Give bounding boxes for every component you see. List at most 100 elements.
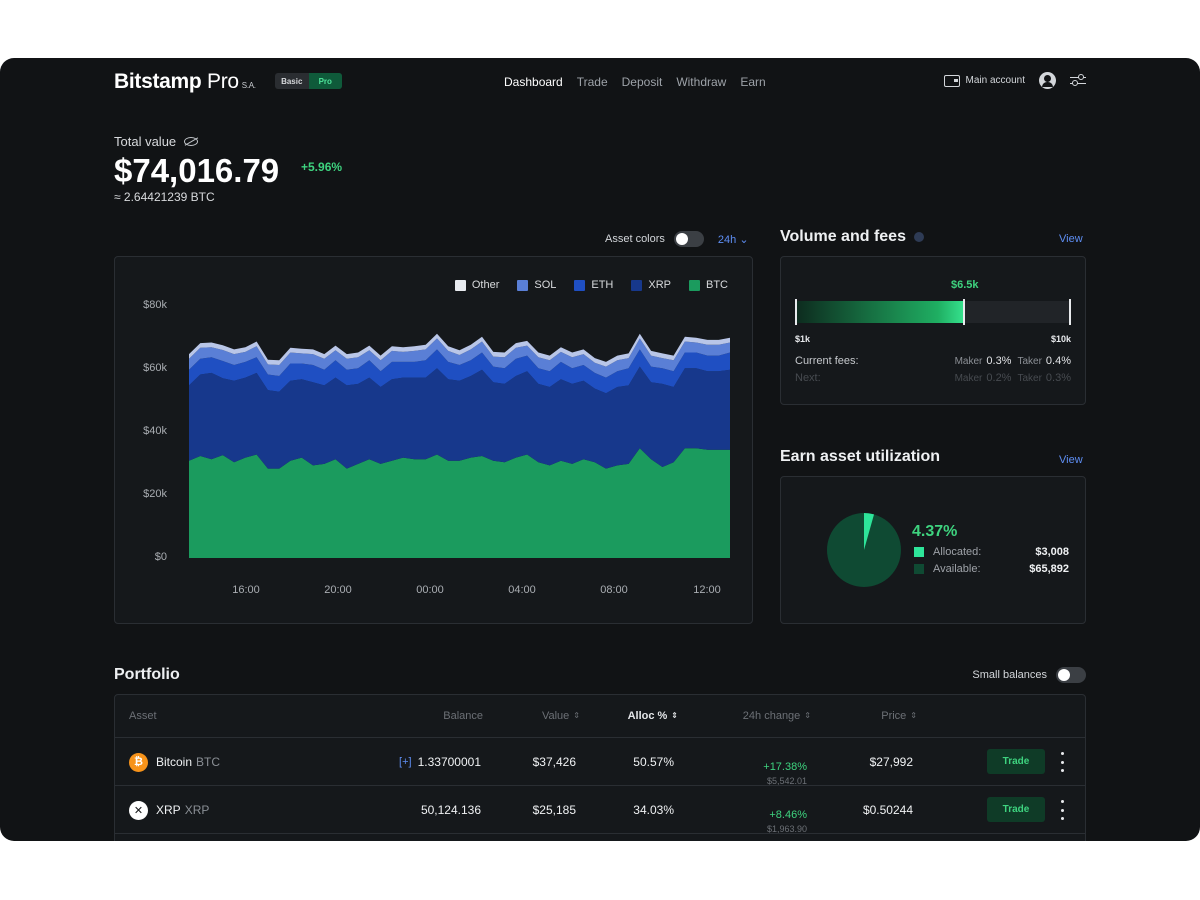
nav-dashboard[interactable]: Dashboard — [504, 75, 563, 89]
volume-current: $6.5k — [951, 279, 979, 291]
area-series-eth[interactable] — [189, 349, 730, 394]
volume-progress-fill — [795, 301, 964, 323]
change-cell: +8.46% $1,963.90 — [705, 786, 807, 834]
settings-sliders-icon[interactable] — [1070, 73, 1086, 87]
info-icon[interactable] — [913, 231, 924, 242]
sort-icon: ⇕ — [573, 711, 580, 721]
nav-earn[interactable]: Earn — [740, 75, 766, 89]
change-percent: +17.38% — [763, 761, 807, 773]
allocated-label: Allocated: — [933, 546, 982, 558]
col-balance[interactable]: Balance — [443, 710, 483, 722]
account-selector[interactable]: Main account — [965, 75, 1025, 86]
brand-logo[interactable]: Bitstamp Pro S.A. — [114, 70, 256, 94]
maker-fee: 0.3% — [986, 355, 1012, 367]
area-series-xrp[interactable] — [189, 366, 730, 469]
asset-cell: ₿ Bitcoin BTC — [129, 738, 220, 786]
asset-name: Bitcoin — [156, 755, 193, 769]
current-fees-label: Current fees: — [795, 355, 859, 367]
volume-title-text: Volume and fees — [780, 228, 906, 245]
legend-item-btc[interactable]: BTC — [689, 279, 728, 291]
small-balances-label: Small balances — [972, 669, 1047, 681]
change-cell: +17.38% $5,542.01 — [705, 738, 807, 786]
small-balances-control: Small balances — [972, 667, 1086, 683]
nav-deposit[interactable]: Deposit — [621, 75, 663, 89]
taker-label: Taker — [1017, 372, 1042, 384]
volume-card: $6.5k $1k $10k Current fees: Maker 0.3% … — [780, 256, 1086, 405]
col-alloc[interactable]: Alloc % ⇕ — [595, 695, 678, 737]
asset-colors-toggle[interactable] — [673, 231, 704, 247]
taker-fee: 0.4% — [1045, 355, 1071, 367]
x-tick-label: 08:00 — [600, 584, 628, 596]
col-alloc-label: Alloc % — [627, 710, 668, 722]
x-tick-label: 20:00 — [324, 584, 352, 596]
legend-item-xrp[interactable]: XRP — [631, 279, 671, 291]
chart-controls: Asset colors 24h ⌄ — [605, 231, 749, 247]
y-tick-label: $60k — [143, 362, 167, 374]
area-series-btc[interactable] — [189, 448, 730, 558]
legend-label: BTC — [706, 279, 728, 291]
taker-label: Taker — [1017, 355, 1042, 367]
account-area: Main account — [943, 72, 1086, 89]
allocated-value: $3,008 — [1035, 546, 1069, 558]
maker-label: Maker — [954, 355, 983, 367]
area-series-sol[interactable] — [189, 338, 730, 378]
volume-view-link[interactable]: View — [1059, 233, 1083, 245]
col-value-label: Value — [541, 710, 570, 722]
total-value-btc: ≈ 2.64421239 BTC — [114, 190, 215, 204]
price-cell: $0.50244 — [862, 803, 913, 817]
pie-allocated-slice — [864, 513, 875, 550]
taker-fee: 0.3% — [1045, 372, 1071, 384]
change-amount: $1,963.90 — [766, 824, 807, 834]
current-fees-row: Current fees: Maker 0.3% Taker 0.4% — [795, 355, 1071, 367]
nav-trade[interactable]: Trade — [576, 75, 608, 89]
more-options-icon[interactable] — [1059, 752, 1065, 772]
allocated-swatch — [914, 547, 924, 557]
asset-cell: ✕ XRP XRP — [129, 786, 209, 834]
top-navigation: Bitstamp Pro S.A. Basic Pro Dashboard Tra… — [114, 58, 1086, 106]
trade-button[interactable]: Trade — [987, 749, 1045, 774]
asset-ticker: XRP — [184, 803, 210, 817]
small-balances-toggle[interactable] — [1056, 667, 1086, 683]
range-selector[interactable]: 24h ⌄ — [718, 233, 749, 246]
table-row[interactable] — [115, 833, 1085, 841]
brand-suffix: S.A. — [241, 81, 256, 90]
next-fees-row: Next: Maker 0.2% Taker 0.3% — [795, 372, 1071, 384]
legend-item-eth[interactable]: ETH — [574, 279, 613, 291]
area-series-other[interactable] — [189, 333, 730, 367]
more-options-icon[interactable] — [1059, 800, 1065, 820]
mode-switch[interactable]: Basic Pro — [275, 73, 342, 89]
change-percent: +8.46% — [769, 809, 807, 821]
table-row[interactable]: ✕ XRP XRP 50,124.136 $25,185 34.03% +8.46… — [115, 785, 1085, 834]
available-value: $65,892 — [1029, 563, 1069, 575]
earn-title: Earn asset utilization — [780, 448, 941, 465]
brand-product: Pro — [201, 70, 239, 93]
nav-withdraw[interactable]: Withdraw — [676, 75, 727, 89]
expand-button[interactable]: [+] — [399, 756, 412, 768]
balance-value: 50,124.136 — [420, 803, 481, 817]
trade-button[interactable]: Trade — [987, 797, 1045, 822]
earn-card: 4.37% Allocated: $3,008 Available: $65,8… — [780, 476, 1086, 624]
col-value[interactable]: Value ⇕ — [505, 695, 580, 737]
stacked-area-chart[interactable] — [115, 257, 754, 625]
col-24h-change[interactable]: 24h change ⇕ — [705, 695, 811, 737]
legend-item-sol[interactable]: SOL — [517, 279, 556, 291]
hide-balance-icon[interactable] — [184, 137, 199, 146]
col-price[interactable]: Price ⇕ — [835, 695, 917, 737]
col-asset[interactable]: Asset — [129, 710, 157, 722]
mode-pro[interactable]: Pro — [308, 73, 342, 89]
legend-label: XRP — [648, 279, 671, 291]
x-tick-label: 04:00 — [508, 584, 536, 596]
table-row[interactable]: ₿ Bitcoin BTC [+] 1.33700001 $37,426 50.57… — [115, 737, 1085, 786]
mode-basic[interactable]: Basic — [281, 76, 303, 86]
earn-view-link[interactable]: View — [1059, 454, 1083, 466]
balance-cell: 50,124.136 — [375, 786, 481, 834]
volume-max-tick — [1069, 299, 1071, 325]
wallet-icon[interactable] — [943, 74, 960, 87]
total-value-amount: $74,016.79 — [114, 152, 280, 189]
user-icon[interactable] — [1039, 72, 1056, 89]
volume-min-label: $1k — [795, 334, 811, 344]
value-cell: $25,185 — [532, 803, 576, 817]
sort-icon: ⇕ — [804, 711, 811, 721]
next-fees-label: Next: — [795, 372, 821, 384]
legend-item-other[interactable]: Other — [454, 279, 499, 291]
